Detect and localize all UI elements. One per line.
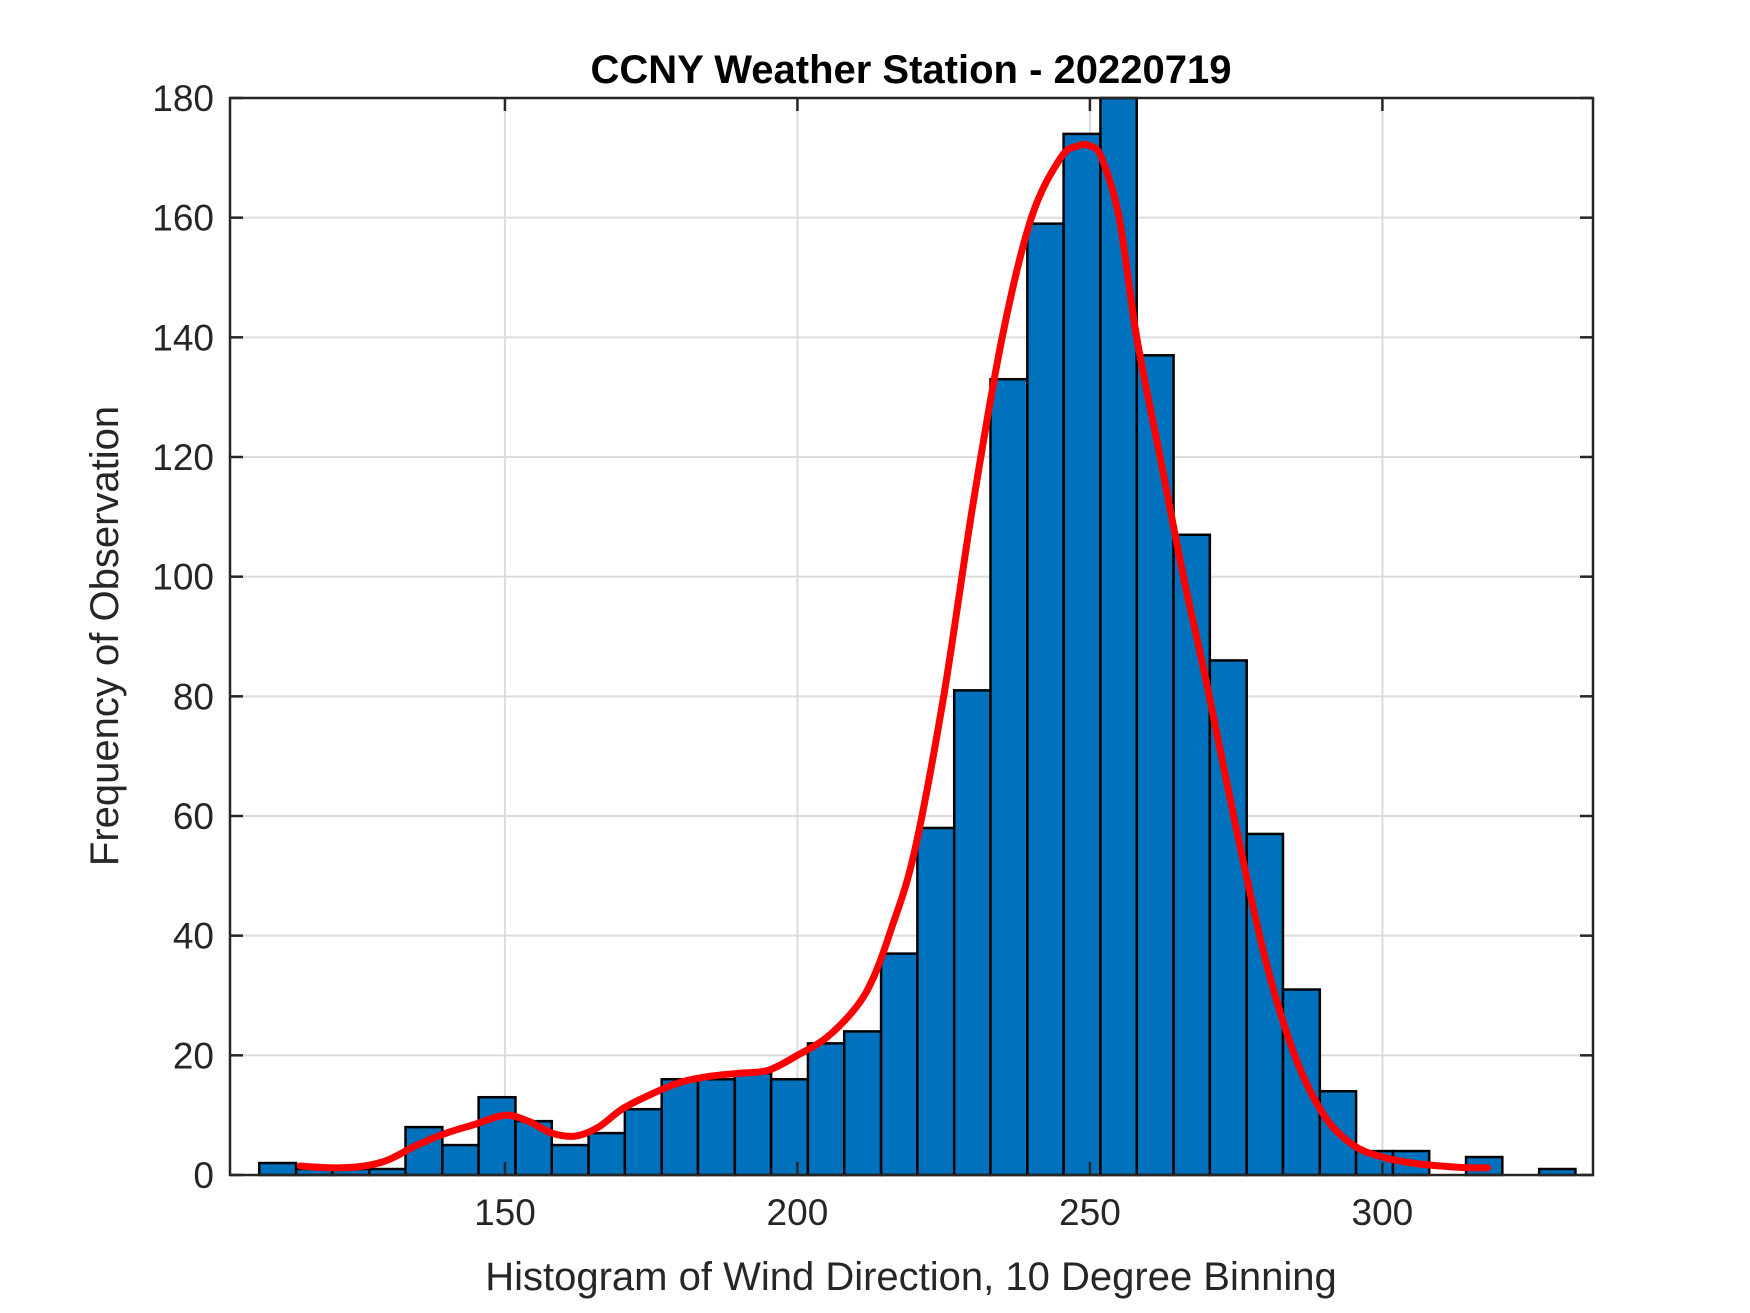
chart-title: CCNY Weather Station - 20220719 [591, 48, 1232, 92]
histogram-bar [441, 1143, 480, 1177]
x-tick-label: 150 [474, 1192, 536, 1233]
histogram-bar [916, 826, 956, 1177]
histogram-bar [623, 1107, 663, 1177]
histogram-bars [257, 96, 1577, 1177]
x-tick-label: 250 [1059, 1192, 1121, 1233]
histogram-bar [1208, 659, 1248, 1177]
fit-curve-layer [296, 140, 1492, 1172]
plot-axes-box [228, 96, 1595, 1177]
tick-labels: 150 200 250 300 0 20 40 60 80 100 120 140 160 180 [152, 78, 1413, 1233]
fit-curve-line [296, 140, 1492, 1172]
histogram-bar [1281, 988, 1322, 1177]
y-axis-label: Frequency of Observation [83, 406, 127, 866]
x-tick-label: 200 [767, 1192, 829, 1233]
y-tick-label: 180 [152, 78, 214, 119]
histogram-bar [257, 1161, 298, 1177]
y-tick-label: 120 [152, 437, 214, 478]
histogram-bar [660, 1078, 700, 1177]
histogram-bar [1062, 132, 1102, 1177]
histogram-bar [1135, 354, 1175, 1177]
y-tick-label: 0 [193, 1155, 214, 1196]
histogram-bar [477, 1095, 517, 1177]
histogram-bar [1099, 96, 1138, 1177]
histogram-bar [550, 1143, 590, 1177]
histogram-bar [842, 1030, 883, 1177]
y-tick-label: 160 [152, 198, 214, 239]
histogram-bar [587, 1131, 627, 1177]
axis-ticks [230, 96, 1593, 1177]
histogram-bar [1026, 222, 1065, 1177]
y-tick-label: 140 [152, 317, 214, 358]
y-tick-label: 80 [173, 676, 214, 717]
x-tick-label: 300 [1352, 1192, 1414, 1233]
histogram-bar [733, 1072, 773, 1177]
y-tick-label: 40 [173, 916, 214, 957]
histogram-bar [952, 689, 992, 1177]
histogram-bar [769, 1078, 810, 1177]
y-tick-label: 20 [173, 1035, 214, 1076]
histogram-bar [806, 1042, 846, 1177]
x-axis-label: Histogram of Wind Direction, 10 Degree B… [485, 1255, 1337, 1299]
histogram-bar [989, 377, 1029, 1177]
y-tick-label: 100 [152, 557, 214, 598]
histogram-bar [879, 952, 919, 1177]
histogram-bar [696, 1078, 737, 1177]
y-tick-label: 60 [173, 796, 214, 837]
